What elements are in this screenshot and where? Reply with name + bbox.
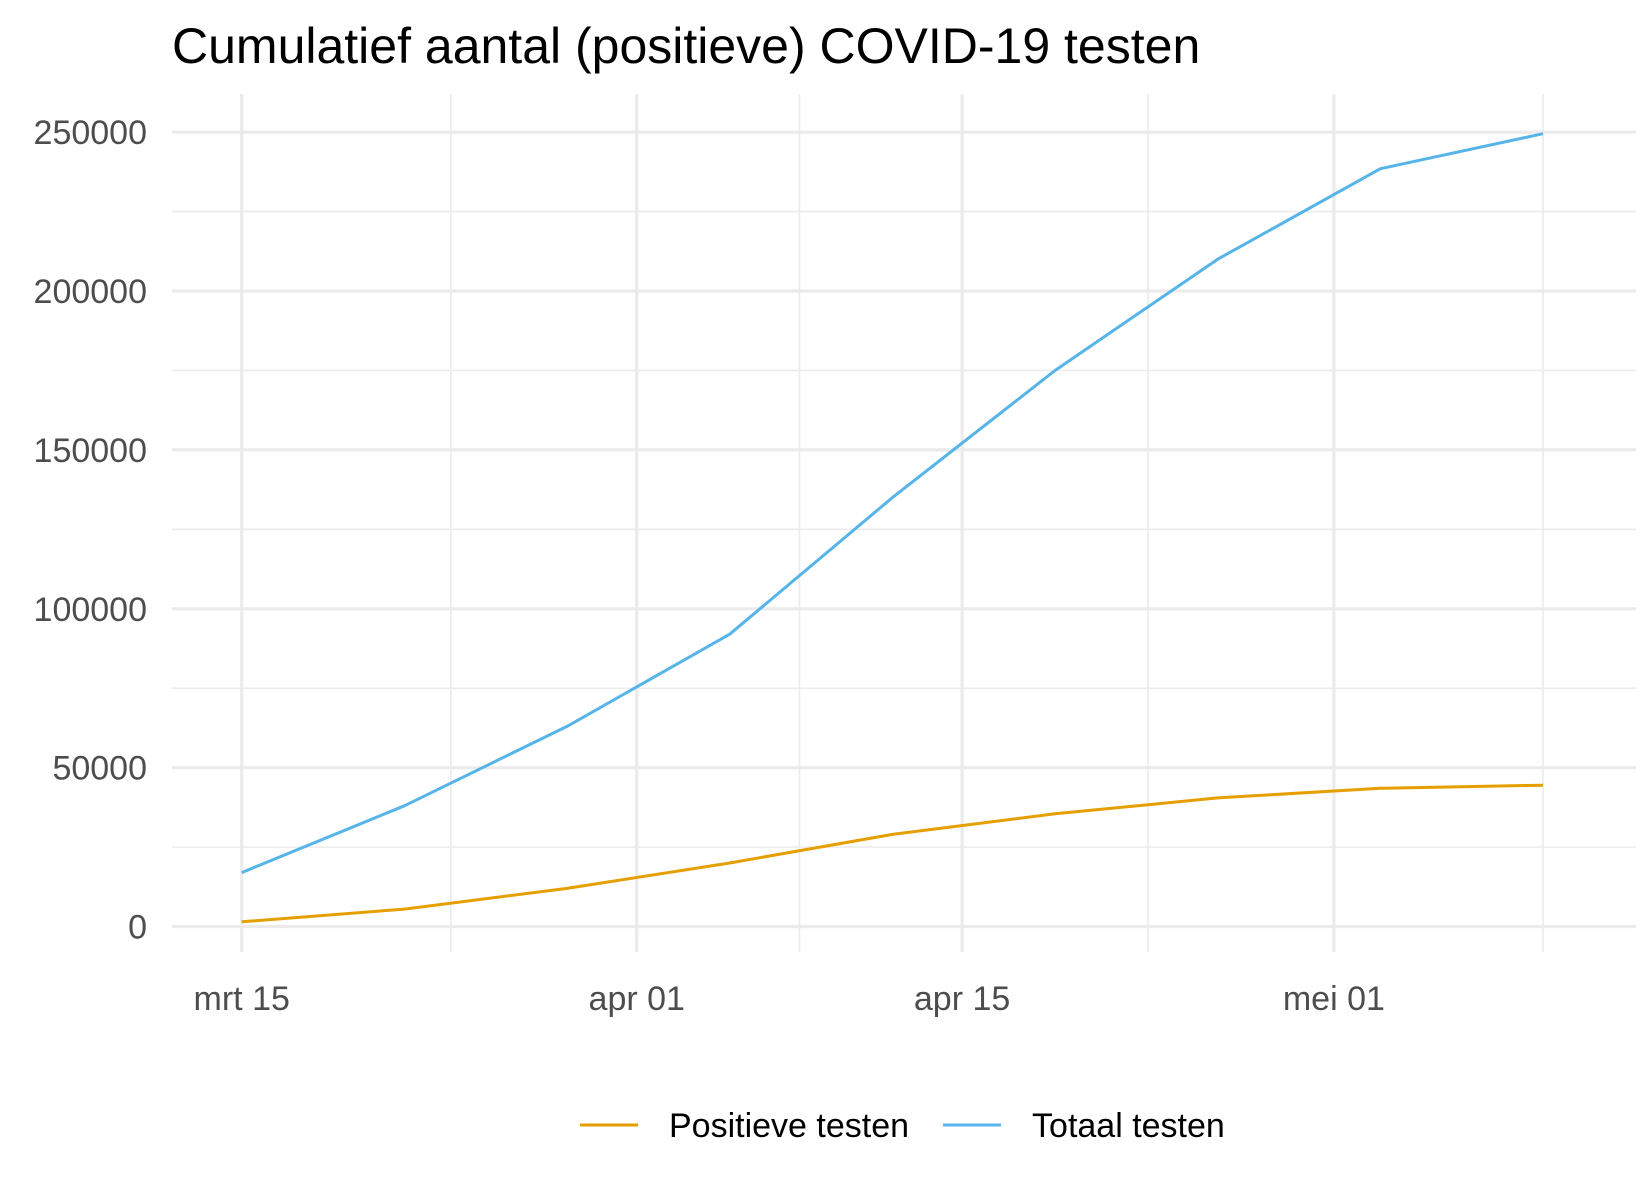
series-line-1 [241, 783, 1544, 924]
y-tick-label: 50000 [52, 750, 147, 788]
legend-label-1: Positieve testen [669, 1107, 909, 1145]
x-tick-label: mei 01 [1283, 980, 1385, 1018]
chart-title: Cumulatief aantal (positieve) COVID-19 t… [172, 18, 1200, 74]
y-tick-label: 150000 [34, 432, 147, 470]
series-group [241, 132, 1544, 924]
y-tick-label: 0 [128, 909, 147, 947]
grid [172, 94, 1636, 952]
y-tick-label: 200000 [34, 273, 147, 311]
x-axis-labels: mrt 15 apr 01 apr 15 mei 01 [194, 980, 1385, 1018]
legend: Positieve testen Totaal testen [580, 1107, 1225, 1145]
x-tick-label: apr 01 [589, 980, 685, 1018]
y-tick-label: 250000 [34, 114, 147, 152]
x-tick-label: mrt 15 [194, 980, 290, 1018]
y-tick-label: 100000 [34, 591, 147, 629]
legend-label-2: Totaal testen [1032, 1107, 1225, 1145]
y-axis-labels: 0 50000 100000 150000 200000 250000 [34, 114, 147, 946]
series-line-2 [241, 132, 1544, 874]
x-tick-label: apr 15 [914, 980, 1010, 1018]
